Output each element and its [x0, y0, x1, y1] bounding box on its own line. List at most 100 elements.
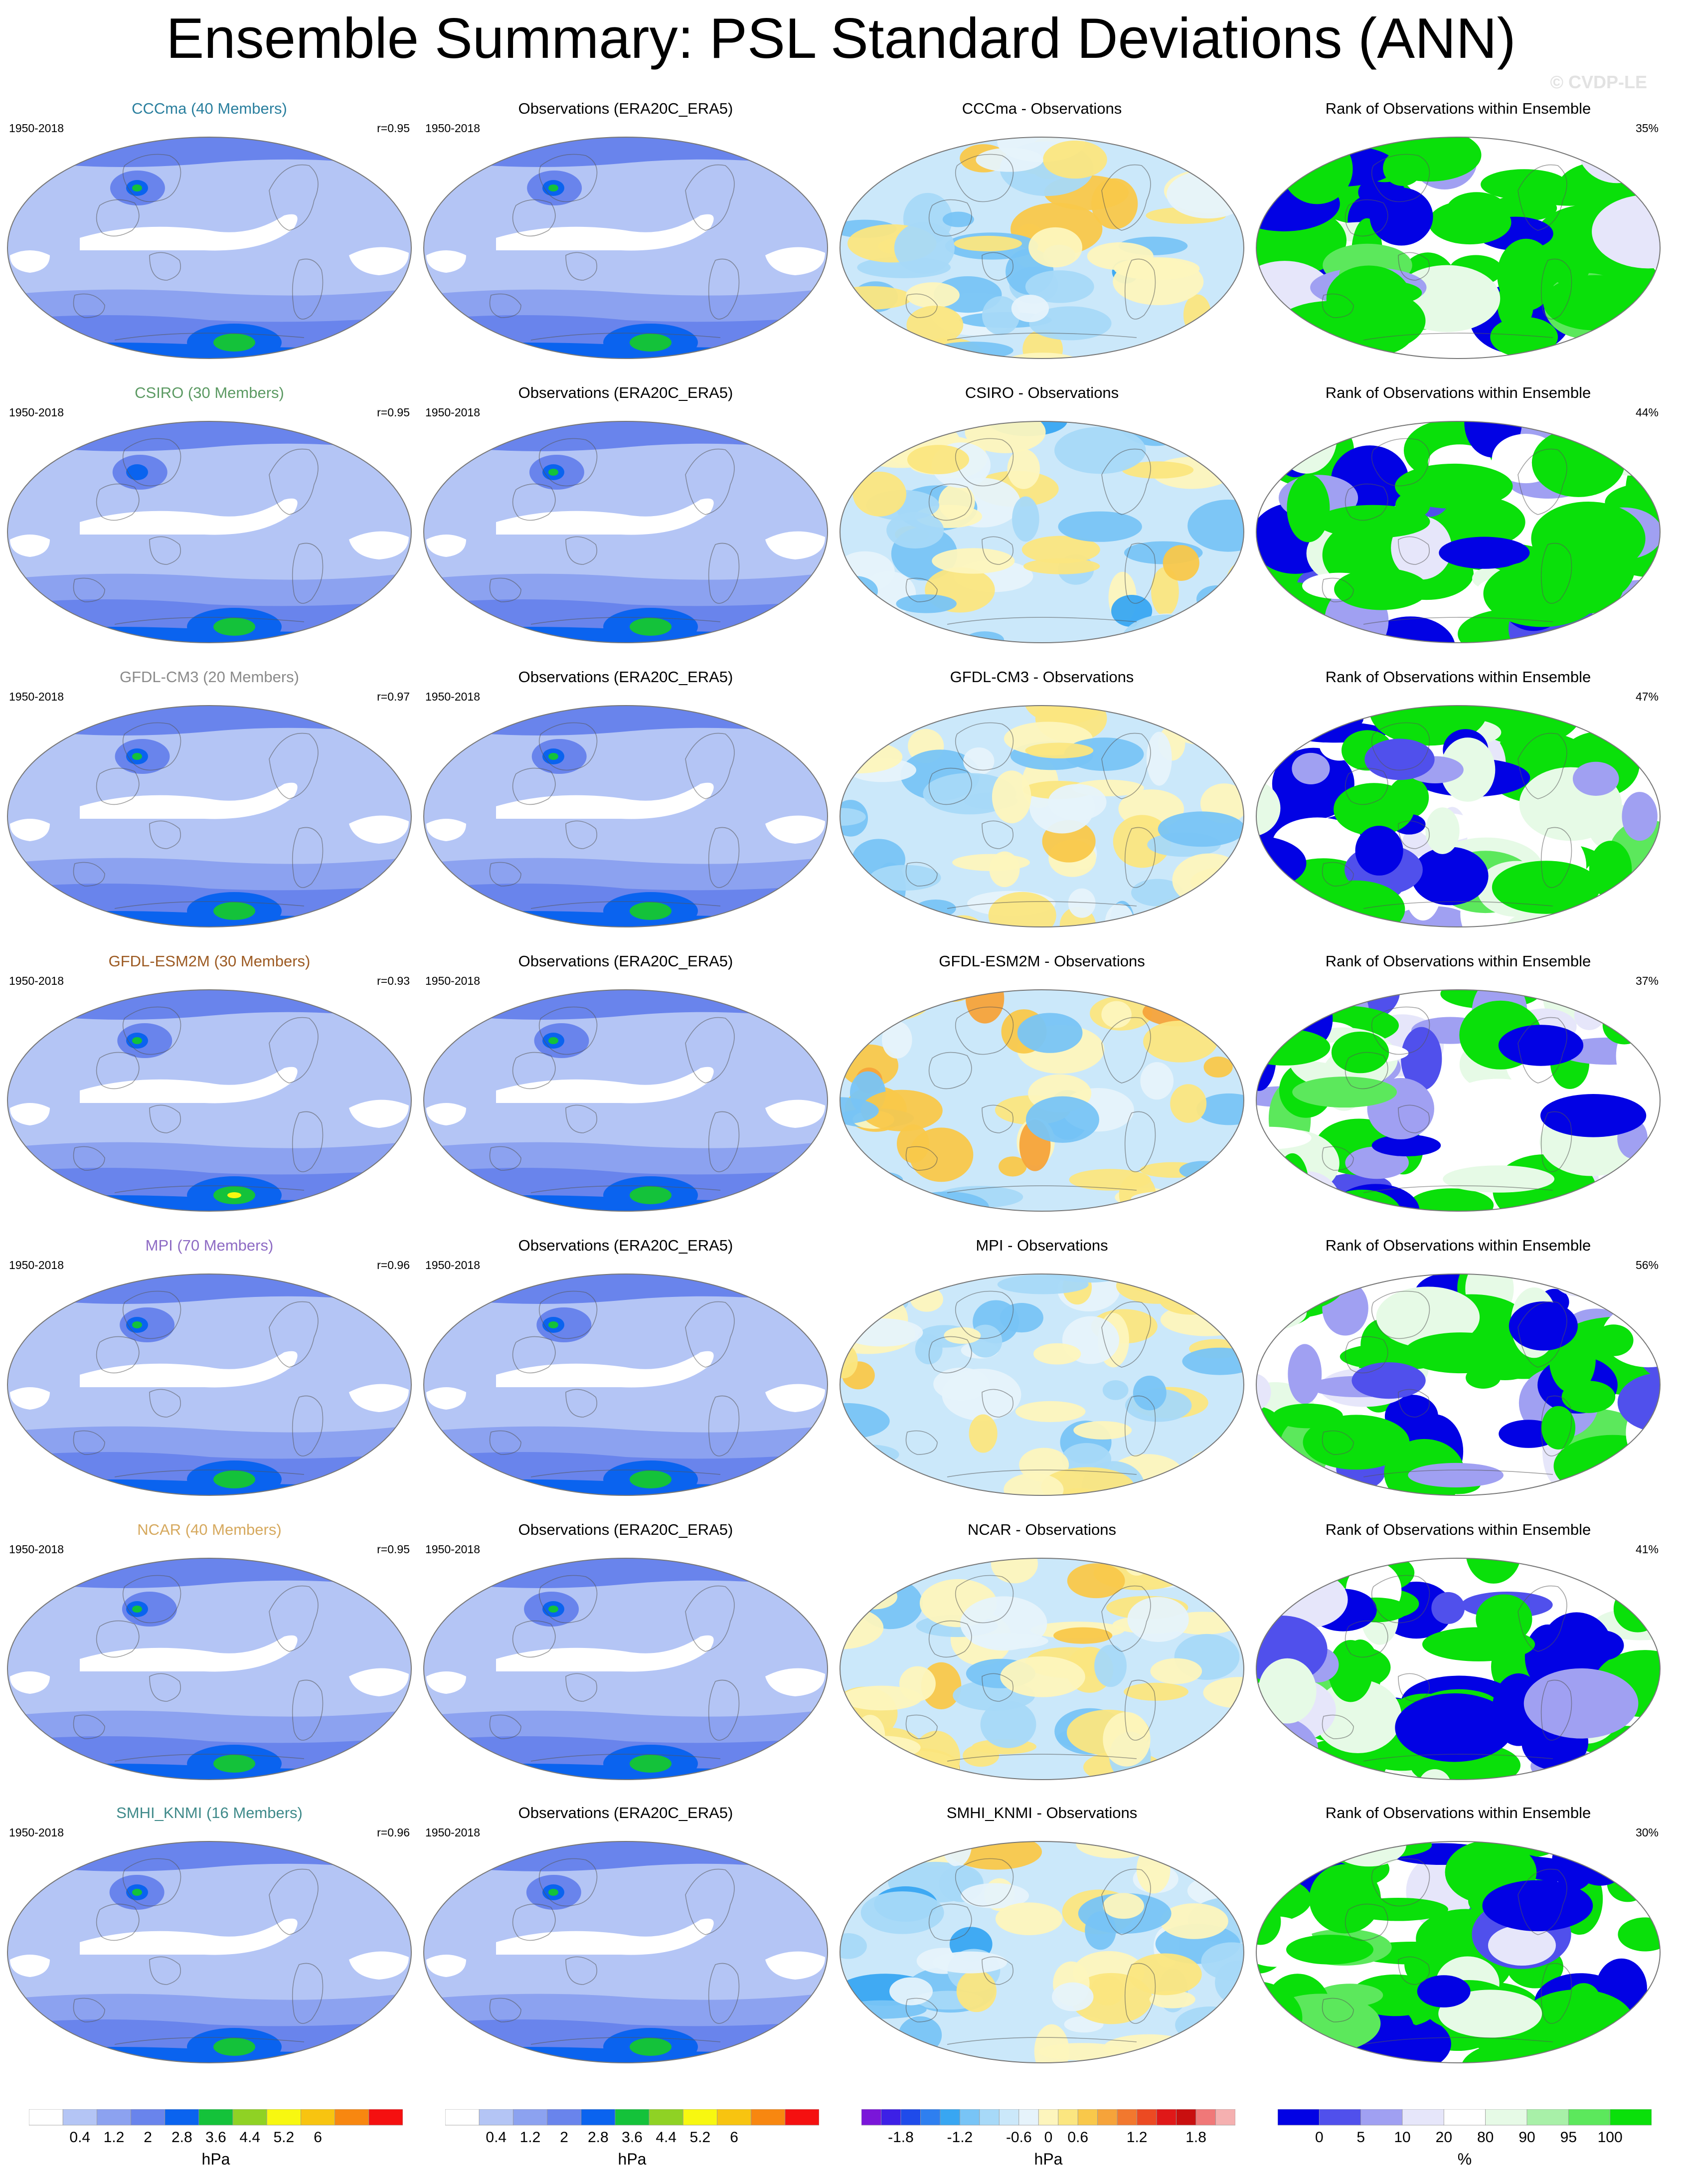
rank-map	[1255, 421, 1661, 643]
colorbar-tick-label: 5.2	[274, 2129, 295, 2146]
difference-title: CCCma - Observations	[962, 100, 1122, 117]
model-panel: GFDL-CM3 (20 Members) 1950-2018 r=0.97	[0, 668, 419, 953]
model-panel: NCAR (40 Members) 1950-2018 r=0.95	[0, 1521, 419, 1806]
period-label: 1950-2018	[9, 1543, 64, 1556]
colorbar-tick-label: 2.8	[171, 2129, 192, 2146]
colorbar-swatch	[1117, 2109, 1138, 2126]
correlation-label: r=0.96	[377, 1826, 410, 1839]
colorbar-swatch	[1176, 2109, 1196, 2126]
observations-title: Observations (ERA20C_ERA5)	[518, 952, 733, 970]
model-title: CCCma (40 Members)	[132, 100, 287, 117]
colorbar-tick-label: -1.8	[888, 2129, 914, 2146]
colorbar-tick-label: 6	[314, 2129, 322, 2146]
colorbar-swatch	[785, 2109, 819, 2126]
rank-panel: Rank of Observations within Ensemble 30%	[1249, 1804, 1668, 2089]
rank-map	[1255, 705, 1661, 927]
colorbar-swatch	[165, 2109, 199, 2126]
colorbar-swatch	[920, 2109, 941, 2126]
colorbar-swatch	[1097, 2109, 1118, 2126]
difference-map	[839, 1841, 1245, 2063]
period-label: 1950-2018	[425, 406, 480, 419]
observations-panel: Observations (ERA20C_ERA5) 1950-2018	[416, 100, 835, 385]
colorbar-swatch	[335, 2109, 369, 2126]
difference-map	[839, 705, 1245, 927]
model-title: MPI (70 Members)	[145, 1237, 274, 1254]
colorbar-swatch	[615, 2109, 650, 2126]
period-label: 1950-2018	[425, 1826, 480, 1839]
colorbar-swatch	[581, 2109, 616, 2126]
observations-title: Observations (ERA20C_ERA5)	[518, 1521, 733, 1538]
colorbar-swatch	[940, 2109, 960, 2126]
period-label: 1950-2018	[425, 1543, 480, 1556]
colorbar-tick-label: 6	[730, 2129, 738, 2146]
difference-title: CSIRO - Observations	[965, 384, 1119, 401]
rank-panel: Rank of Observations within Ensemble 56%	[1249, 1237, 1668, 1522]
model-sd-map	[6, 705, 412, 927]
observations-title: Observations (ERA20C_ERA5)	[518, 1804, 733, 1821]
colorbar-swatch	[479, 2109, 513, 2126]
rank-title: Rank of Observations within Ensemble	[1325, 384, 1591, 401]
colorbar-swatch	[1485, 2109, 1527, 2126]
colorbar-svg: 0.4 1.2 2 2.8 3.6 4.4 5.2 6	[29, 2109, 403, 2146]
colorbar-swatch	[1018, 2109, 1039, 2126]
colorbar: 0.4 1.2 2 2.8 3.6 4.4 5.2 6	[29, 2109, 403, 2149]
colorbar-swatch	[999, 2109, 1019, 2126]
rank-map	[1255, 137, 1661, 359]
difference-title: SMHI_KNMI - Observations	[946, 1804, 1138, 1821]
colorbar: -1.8 -1.2 -0.6 0 0.6 1.2 1.8	[861, 2109, 1235, 2149]
rank-title: Rank of Observations within Ensemble	[1325, 100, 1591, 117]
colorbar-unit: hPa	[618, 2150, 647, 2168]
colorbar-swatch	[1360, 2109, 1403, 2126]
model-panel: GFDL-ESM2M (30 Members) 1950-2018 r=0.93	[0, 952, 419, 1238]
colorbar-swatch	[1195, 2109, 1216, 2126]
observations-panel: Observations (ERA20C_ERA5) 1950-2018	[416, 952, 835, 1238]
period-label: 1950-2018	[425, 1259, 480, 1272]
colorbar-tick-label: 2.8	[588, 2129, 609, 2146]
colorbar-swatch	[682, 2109, 717, 2126]
rank-title: Rank of Observations within Ensemble	[1325, 952, 1591, 970]
difference-panel: CCCma - Observations	[833, 100, 1251, 385]
rank-panel: Rank of Observations within Ensemble 44%	[1249, 384, 1668, 669]
colorbar-tick-label: -1.2	[947, 2129, 973, 2146]
observations-panel: Observations (ERA20C_ERA5) 1950-2018	[416, 1521, 835, 1806]
model-sd-map	[6, 421, 412, 643]
observations-sd-map	[423, 1558, 829, 1780]
colorbar-swatch	[301, 2109, 336, 2126]
watermark: © CVDP-LE	[1550, 72, 1647, 92]
colorbar-swatch	[1058, 2109, 1078, 2126]
rank-title: Rank of Observations within Ensemble	[1325, 1521, 1591, 1538]
colorbar-tick-label: 0.6	[1067, 2129, 1088, 2146]
colorbar-unit: hPa	[1034, 2150, 1063, 2168]
colorbar-swatch	[198, 2109, 233, 2126]
period-label: 1950-2018	[425, 974, 480, 987]
model-title: GFDL-ESM2M (30 Members)	[108, 952, 311, 970]
difference-panel: CSIRO - Observations	[833, 384, 1251, 669]
model-panel: CCCma (40 Members) 1950-2018 r=0.95	[0, 100, 419, 385]
rank-map	[1255, 989, 1661, 1212]
observations-panel: Observations (ERA20C_ERA5) 1950-2018	[416, 1804, 835, 2089]
colorbar-tick-label: 2	[560, 2129, 568, 2146]
model-title: GFDL-CM3 (20 Members)	[120, 668, 299, 686]
colorbar-swatch	[959, 2109, 980, 2126]
difference-map	[839, 1274, 1245, 1496]
observations-title: Observations (ERA20C_ERA5)	[518, 100, 733, 117]
colorbar-swatch	[1215, 2109, 1235, 2126]
model-title: NCAR (40 Members)	[137, 1521, 282, 1538]
observations-panel: Observations (ERA20C_ERA5) 1950-2018	[416, 1237, 835, 1522]
colorbar-tick-label: 4.4	[239, 2129, 260, 2146]
difference-map	[839, 989, 1245, 1212]
period-label: 1950-2018	[9, 122, 64, 135]
observations-panel: Observations (ERA20C_ERA5) 1950-2018	[416, 384, 835, 669]
correlation-label: r=0.97	[377, 690, 410, 703]
colorbar-tick-label: 3.6	[622, 2129, 643, 2146]
model-title: CSIRO (30 Members)	[135, 384, 284, 401]
model-sd-map	[6, 137, 412, 359]
rank-title: Rank of Observations within Ensemble	[1325, 1237, 1591, 1254]
correlation-label: r=0.93	[377, 974, 410, 987]
observations-sd-map	[423, 705, 829, 927]
colorbar-swatch	[1137, 2109, 1157, 2126]
colorbar-tick-label: 0	[1315, 2129, 1324, 2146]
model-panel: CSIRO (30 Members) 1950-2018 r=0.95	[0, 384, 419, 669]
colorbar-tick-label: 80	[1477, 2129, 1494, 2146]
colorbar-tick-label: 95	[1560, 2129, 1577, 2146]
